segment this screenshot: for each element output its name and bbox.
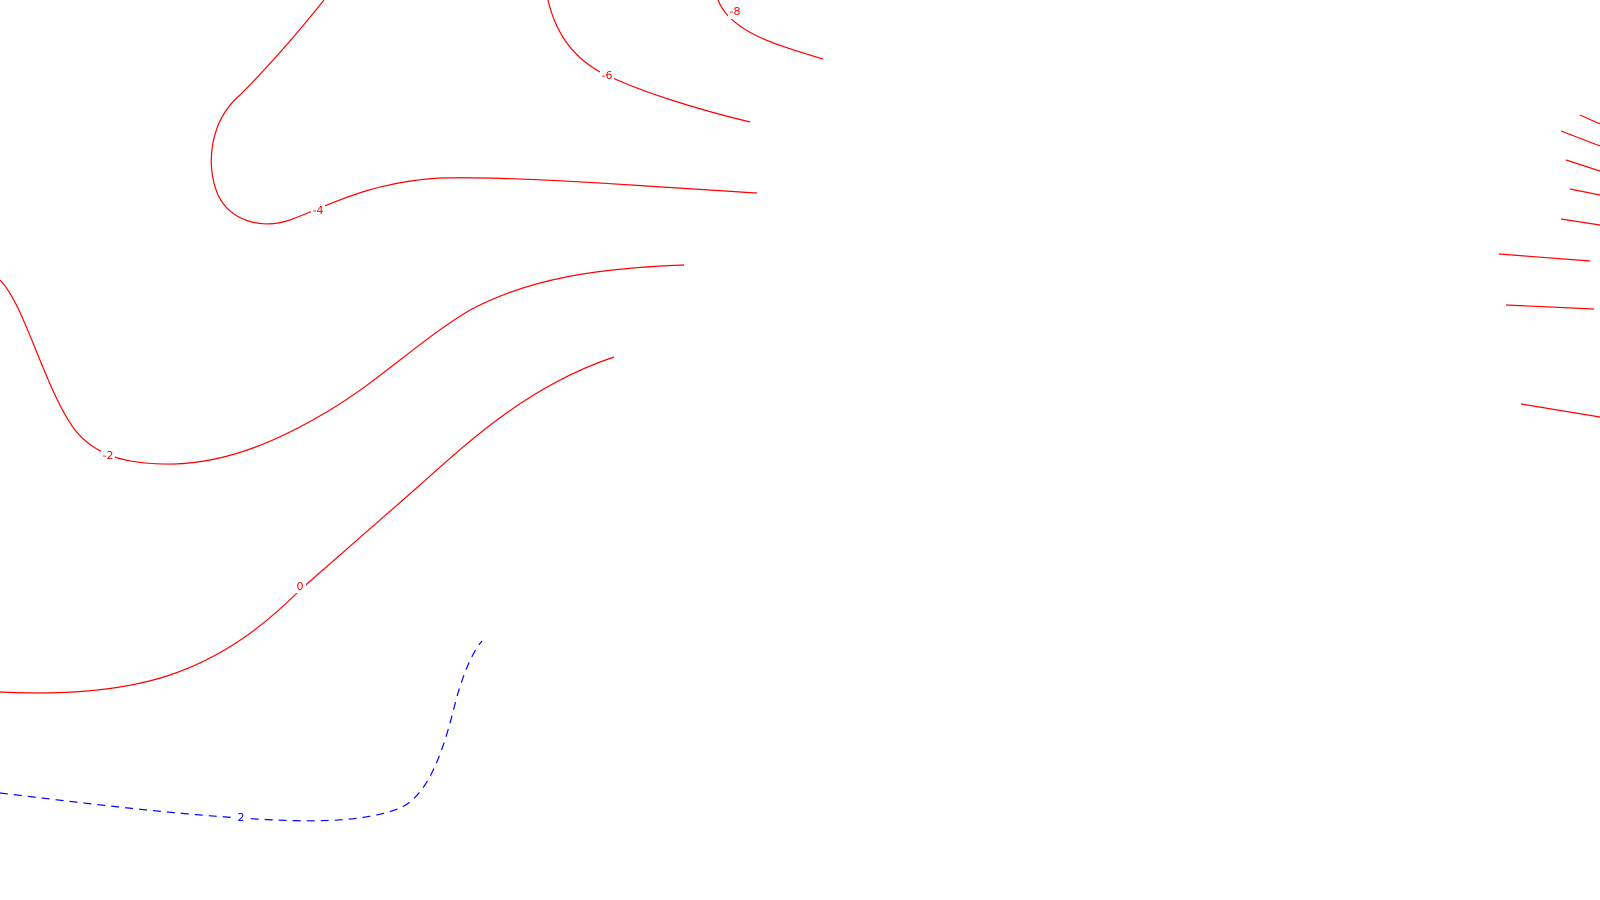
right-edge-contour-fragments [1498, 114, 1600, 418]
contour-label-plus2: 2 [238, 811, 245, 824]
contour-label-minus2: -2 [103, 449, 114, 462]
contour-label-minus4: -4 [313, 204, 324, 217]
contour-line-zero [0, 356, 615, 694]
fragment-line [1579, 114, 1600, 125]
contour-line-minus2 [0, 264, 685, 465]
contour-line-minus6 [547, 0, 751, 123]
fragment-line [1520, 403, 1600, 418]
label-bg [728, 5, 738, 19]
fragment-line [1560, 130, 1600, 147]
label-bg [235, 810, 247, 824]
fragment-line [1498, 253, 1591, 262]
label-bg [311, 204, 325, 218]
fragment-line [1565, 159, 1600, 172]
contour-label-zero: 0 [297, 580, 304, 593]
fragment-line [1569, 188, 1600, 196]
contour-label-minus6: -6 [602, 69, 613, 82]
label-bg [101, 448, 115, 462]
fragment-line [1505, 304, 1595, 310]
contour-label-minus8: -8 [730, 5, 741, 18]
contour-line-minus8 [717, 0, 824, 60]
fragment-line [1560, 218, 1600, 226]
contour-line-plus2 [0, 640, 483, 822]
label-bg [294, 579, 306, 593]
label-bg [600, 68, 614, 82]
contour-line-minus4 [210, 0, 758, 225]
